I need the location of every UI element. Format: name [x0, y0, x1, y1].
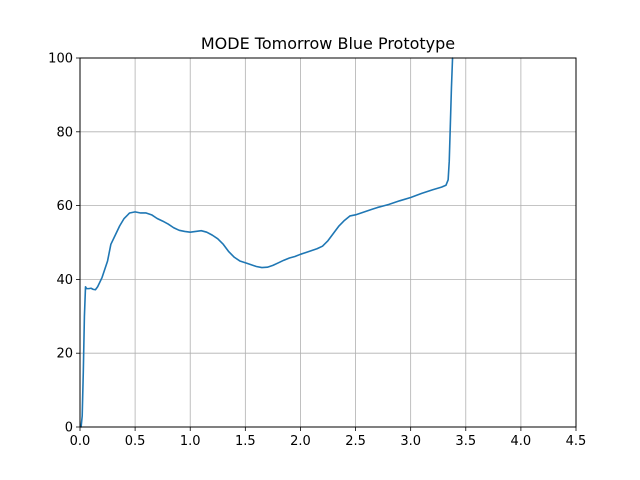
x-tick-label: 4.5 [566, 434, 587, 449]
x-tick-label: 0.5 [125, 434, 146, 449]
x-tick-label: 3.5 [455, 434, 476, 449]
x-tick-label: 2.0 [290, 434, 311, 449]
y-tick-label: 100 [48, 52, 73, 67]
x-tick-label: 4.0 [511, 434, 532, 449]
y-tick-label: 80 [56, 125, 73, 140]
x-tick-label: 3.0 [400, 434, 421, 449]
series-line [80, 57, 454, 428]
y-tick-label: 60 [56, 199, 73, 214]
y-tick-label: 40 [56, 273, 73, 288]
x-tick-label: 1.5 [235, 434, 256, 449]
x-tick-label: 2.5 [345, 434, 366, 449]
y-tick-label: 0 [65, 421, 73, 436]
plot-frame [79, 57, 577, 428]
chart-title: MODE Tomorrow Blue Prototype [201, 34, 455, 53]
axis-ticks: 0.0 0.5 1.0 1.5 2.0 2.5 3.0 3.5 4.0 4.5 0 20 40 60 80 1… [48, 52, 586, 450]
x-tick-label: 0.0 [70, 434, 91, 449]
y-tick-label: 20 [56, 347, 73, 362]
series-layer [80, 57, 454, 428]
x-tick-label: 1.0 [180, 434, 201, 449]
